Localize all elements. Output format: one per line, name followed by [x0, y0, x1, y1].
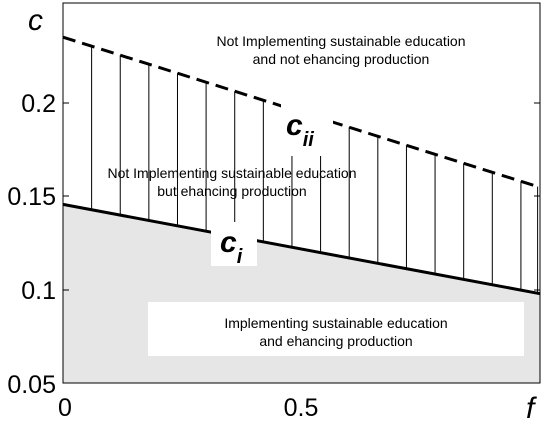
y-axis-label: c — [28, 4, 43, 37]
y-tick-label-0.2: 0.2 — [21, 90, 56, 118]
x-tick-label-0: 0 — [58, 394, 72, 422]
curve-ci-line — [62, 202, 541, 296]
region-label-middle-line1: Not Implementing sustainable education — [107, 165, 356, 181]
bottom-label-box — [148, 302, 524, 356]
region-label-top-line2: and not ehancing production — [253, 51, 430, 67]
cii-label-box — [281, 104, 333, 156]
curve-cii-label-main: c — [286, 109, 303, 142]
curve-cii-label: cii — [286, 109, 314, 151]
x-axis-label: f — [526, 392, 537, 425]
curve-ci-label: ci — [220, 226, 243, 268]
region-label-middle-line2: but ehancing production — [157, 183, 306, 199]
curve-ci-label-main: c — [220, 226, 237, 259]
curve-ci-label-sub: i — [237, 246, 243, 268]
region-label-bottom-line2: and ehancing production — [259, 333, 412, 349]
y-tick-label-0.05: 0.05 — [7, 371, 56, 399]
x-tick-label-0.5: 0.5 — [284, 394, 319, 422]
region-label-bottom-line1: Implementing sustainable education — [224, 315, 447, 331]
curve-cii-label-sub: ii — [303, 129, 315, 151]
region-label-top-line1: Not Implementing sustainable education — [216, 33, 465, 49]
ci-label-box — [211, 222, 257, 266]
plot-frame — [62, 2, 541, 384]
y-tick-label-0.1: 0.1 — [21, 277, 56, 305]
y-tick-marks — [63, 102, 540, 291]
y-tick-label-0.15: 0.15 — [7, 183, 56, 211]
